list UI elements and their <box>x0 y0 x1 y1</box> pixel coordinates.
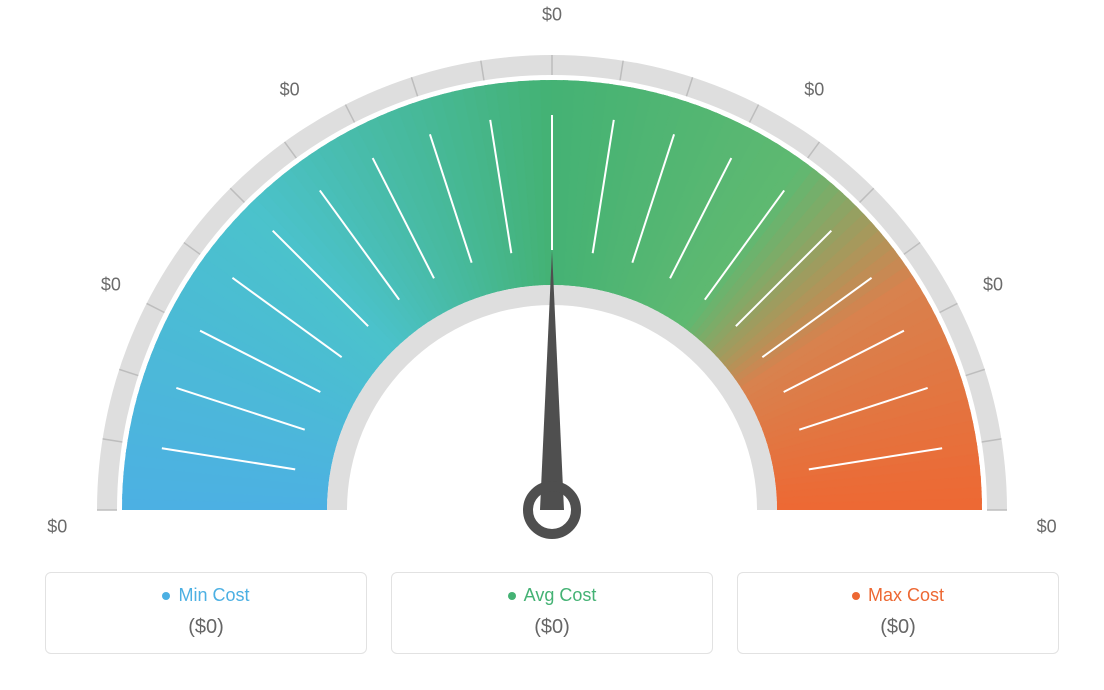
gauge-scale-label: $0 <box>983 275 1003 296</box>
legend-box-avg: Avg Cost ($0) <box>391 572 713 654</box>
legend-box-min: Min Cost ($0) <box>45 572 367 654</box>
legend-value-avg: ($0) <box>392 616 712 639</box>
legend-dot-min <box>162 592 170 600</box>
gauge-scale-label: $0 <box>804 80 824 101</box>
gauge-area: $0 $0 $0 $0 $0 $0 $0 <box>0 0 1104 560</box>
gauge-scale-label: $0 <box>101 275 121 296</box>
legend-label-min: Min Cost <box>178 585 249 606</box>
legend-dot-avg <box>508 592 516 600</box>
gauge-svg <box>0 0 1104 560</box>
gauge-scale-label: $0 <box>280 80 300 101</box>
legend-value-max: ($0) <box>738 616 1058 639</box>
gauge-scale-label: $0 <box>1037 517 1057 538</box>
legend-value-min: ($0) <box>46 616 366 639</box>
legend-label-avg: Avg Cost <box>524 585 597 606</box>
legend-row: Min Cost ($0) Avg Cost ($0) Max Cost ($0… <box>0 572 1104 654</box>
legend-box-max: Max Cost ($0) <box>737 572 1059 654</box>
gauge-scale-label: $0 <box>47 517 67 538</box>
legend-label-max: Max Cost <box>868 585 944 606</box>
legend-dot-max <box>852 592 860 600</box>
cost-gauge-chart: $0 $0 $0 $0 $0 $0 $0 Min Cost ($0) Avg Cost ($… <box>0 0 1104 690</box>
gauge-scale-label: $0 <box>542 5 562 26</box>
